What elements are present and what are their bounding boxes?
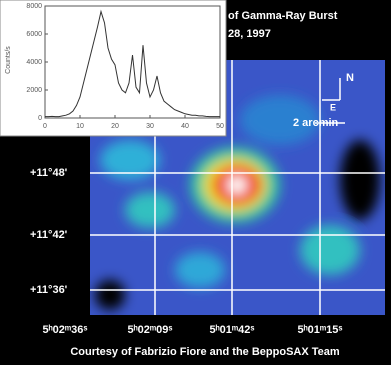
- y-tick-label: 8000: [26, 3, 42, 10]
- x-tick-label: 20: [111, 123, 119, 130]
- ra-label: 5ʰ01ᵐ42ˢ: [210, 324, 255, 336]
- title: of Gamma-Ray Burst: [228, 10, 338, 22]
- screenshot: of Gamma-Ray Burst 28, 1997 N E 2 arcmin…: [0, 0, 391, 365]
- y-axis-label: Counts/s: [5, 46, 12, 74]
- y-tick-label: 6000: [26, 31, 42, 38]
- y-tick-label: 2000: [26, 87, 42, 94]
- north-label: N: [346, 72, 354, 84]
- dec-label: +11°48': [30, 167, 68, 179]
- ra-label: 5ʰ02ᵐ09ˢ: [128, 324, 173, 336]
- east-label: E: [330, 102, 336, 112]
- y-tick-label: 0: [38, 115, 42, 122]
- light-curve: Counts/s 0 2000 4000 6000 8000 0 10 20 30 40 50: [0, 0, 226, 136]
- y-tick-label: 4000: [26, 59, 42, 66]
- x-tick-label: 0: [43, 123, 47, 130]
- x-tick-label: 10: [76, 123, 84, 130]
- title: 28, 1997: [228, 28, 271, 40]
- ra-label: 5ʰ01ᵐ15ˢ: [298, 324, 343, 336]
- scale-label: 2 arcmin: [293, 117, 339, 129]
- dec-label: +11°36': [30, 284, 68, 296]
- credit: Courtesy of Fabrizio Fiore and the Beppo…: [70, 346, 340, 358]
- dec-label: +11°42': [30, 229, 68, 241]
- ra-label: 5ʰ02ᵐ36ˢ: [43, 324, 88, 336]
- x-tick-label: 50: [216, 123, 224, 130]
- x-tick-label: 40: [181, 123, 189, 130]
- x-tick-label: 30: [146, 123, 154, 130]
